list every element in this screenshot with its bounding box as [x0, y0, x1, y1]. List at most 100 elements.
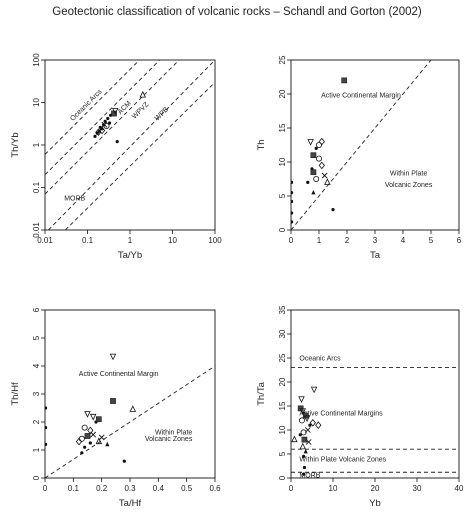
data-point [291, 180, 294, 184]
data-point [45, 442, 48, 446]
data-points [291, 386, 322, 476]
data-point [93, 134, 97, 138]
data-point [313, 175, 320, 182]
x-axis-label: Ta/Yb [118, 250, 142, 261]
field-boundary-line [291, 60, 432, 230]
y-tick-label: 5 [32, 335, 41, 340]
data-point [105, 441, 110, 447]
data-point [307, 139, 314, 146]
data-point [97, 129, 101, 133]
x-tick-label: 40 [455, 484, 464, 493]
field-label: Volcanic Zones [385, 182, 433, 189]
field-boundary-line [45, 60, 161, 176]
data-point [103, 119, 107, 123]
data-point [84, 411, 91, 418]
y-axis-label: Th/Hf [10, 382, 21, 406]
field-label: WPVZ [131, 101, 151, 121]
data-point [315, 421, 322, 430]
data-point [45, 406, 48, 410]
data-point [331, 208, 335, 212]
field-label: Within Plate Volcanic Zones [299, 457, 386, 464]
field-label: Within Plate [390, 171, 427, 178]
data-point [101, 121, 108, 128]
x-tick-label: 0.5 [181, 484, 193, 493]
data-point [115, 140, 119, 144]
y-axis-label: Th/Yb [10, 132, 21, 157]
plot-frame [44, 59, 216, 231]
data-point [112, 107, 119, 115]
y-tick-label: 0 [278, 475, 287, 480]
chart-panel-th-ta-vs-yb: 0 10 20 30 40 0 5 10 15 20 25 30 35 Yb Th/Ta Oceanic Ar… [256, 305, 464, 509]
y-tick-label: 25 [278, 55, 287, 64]
data-point [95, 416, 102, 423]
chart-panel-th-yb-vs-ta-yb: 0.01 0.1 1 10 100 0.01 0.1 1 10 100 Ta/Yb Th/Yb Ocea… [10, 53, 222, 261]
y-tick-label: 0 [278, 227, 287, 232]
y-tick-label: 3 [32, 391, 41, 396]
data-point [309, 418, 316, 427]
field-label: Active Continental Margins [299, 411, 383, 418]
x-tick-label: 0 [289, 236, 294, 245]
y-tick-label: 20 [278, 377, 287, 386]
data-point [302, 465, 307, 470]
data-point [291, 191, 294, 195]
y-tick-label: 10 [32, 98, 41, 107]
field-boundary-line [45, 60, 140, 155]
data-point [45, 426, 48, 430]
x-tick-label: 0.3 [124, 484, 136, 493]
data-point [110, 398, 116, 404]
data-point [83, 445, 87, 449]
data-point [321, 172, 328, 179]
x-tick-label: 6 [457, 236, 462, 245]
x-tick-label: 0.4 [153, 484, 165, 493]
data-point [291, 220, 294, 224]
data-point [78, 435, 85, 442]
data-point [107, 121, 112, 125]
y-tick-label: 5 [278, 193, 287, 198]
data-point [122, 459, 126, 463]
x-tick-label: 3 [373, 236, 378, 245]
x-tick-label: 0 [289, 484, 294, 493]
y-tick-label: 20 [278, 89, 287, 98]
data-point [109, 353, 117, 361]
data-point [311, 190, 316, 195]
field-label: Oceanic Arcs [69, 88, 103, 122]
y-tick-label: 15 [278, 401, 287, 410]
data-points [93, 90, 147, 144]
field-label: Active Continental Margin [79, 371, 159, 378]
y-tick-label: 100 [32, 53, 41, 67]
y-tick-label: 10 [278, 425, 287, 434]
data-point [302, 472, 306, 476]
x-tick-label: 10 [168, 236, 177, 245]
field-boundary-line [64, 81, 215, 230]
data-point [305, 439, 312, 445]
data-point [302, 454, 306, 458]
plot-frame [44, 309, 216, 479]
field-label: MORB [299, 473, 320, 480]
y-tick-label: 15 [278, 123, 287, 132]
y-axis-label: Th [256, 139, 267, 150]
field-label: Within Plate [155, 430, 192, 437]
y-tick-label: 1 [32, 142, 41, 147]
y-tick-label: 35 [278, 305, 287, 314]
field-boundary-line [45, 60, 180, 195]
x-tick-label: 20 [371, 484, 380, 493]
data-point [291, 435, 298, 443]
data-point [318, 161, 325, 170]
data-point [298, 433, 302, 437]
x-tick-label: 0 [43, 484, 48, 493]
field-label: MORB [64, 195, 85, 202]
x-tick-label: 5 [429, 236, 434, 245]
data-point [310, 386, 318, 394]
data-point [95, 128, 102, 137]
y-tick-label: 2 [32, 419, 41, 424]
chart-panel-th-hf-vs-ta-hf: 0 0.1 0.2 0.3 0.4 0.5 0.6 0 1 2 3 4 5 6 Ta/Hf Th/Hf Acti… [10, 307, 221, 509]
y-tick-label: 30 [278, 329, 287, 338]
data-point [299, 442, 307, 450]
y-tick-label: 0.1 [32, 181, 41, 193]
x-tick-label: 1 [317, 236, 322, 245]
x-tick-label: 1 [128, 236, 133, 245]
x-tick-label: 0.1 [68, 484, 80, 493]
data-points [291, 77, 348, 224]
data-point [95, 131, 99, 135]
